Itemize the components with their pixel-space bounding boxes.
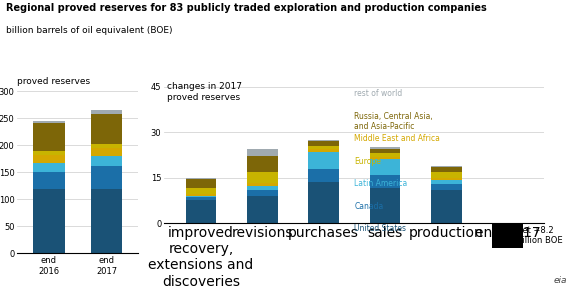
Bar	[431, 184, 461, 190]
Bar	[431, 180, 461, 184]
Bar	[247, 196, 278, 223]
Text: net +8.2
billion BOE: net +8.2 billion BOE	[517, 226, 562, 245]
Text: United States: United States	[354, 224, 406, 233]
Bar	[91, 156, 122, 166]
Bar	[185, 188, 216, 194]
Bar	[431, 178, 461, 180]
Bar	[185, 178, 216, 179]
Text: Latin America: Latin America	[354, 179, 407, 188]
Bar	[33, 155, 65, 163]
Bar	[247, 186, 278, 190]
Text: Europe: Europe	[354, 157, 381, 166]
Text: eia: eia	[554, 276, 567, 285]
Bar	[308, 141, 339, 146]
Bar	[33, 189, 65, 253]
Bar	[33, 163, 65, 173]
Bar	[247, 149, 278, 156]
Bar	[370, 175, 400, 188]
Bar	[308, 140, 339, 141]
Bar	[185, 200, 216, 223]
Bar	[91, 110, 122, 114]
Bar	[247, 190, 278, 196]
Bar	[91, 189, 122, 253]
Bar	[91, 166, 122, 189]
Bar	[308, 168, 339, 182]
Bar	[370, 147, 400, 149]
Text: Russia, Central Asia,
and Asia-Pacific: Russia, Central Asia, and Asia-Pacific	[354, 112, 433, 131]
Bar	[308, 149, 339, 152]
Bar	[185, 197, 216, 200]
Bar	[431, 166, 461, 167]
Bar	[370, 157, 400, 160]
Bar	[91, 114, 122, 144]
Text: Regional proved reserves for 83 publicly traded exploration and production compa: Regional proved reserves for 83 publicly…	[6, 3, 487, 13]
Text: changes in 2017
proved reserves: changes in 2017 proved reserves	[167, 82, 242, 102]
Bar	[185, 179, 216, 188]
Bar	[185, 196, 216, 197]
Bar	[33, 151, 65, 155]
Text: proved reserves: proved reserves	[17, 77, 90, 86]
Bar	[33, 121, 65, 123]
Text: Canada: Canada	[354, 202, 384, 211]
Bar	[91, 144, 122, 148]
Bar	[492, 223, 523, 248]
Bar	[33, 123, 65, 151]
Bar	[370, 160, 400, 175]
Bar	[247, 183, 278, 186]
Bar	[308, 146, 339, 149]
Bar	[431, 167, 461, 172]
Bar	[308, 152, 339, 168]
Bar	[370, 149, 400, 154]
Bar	[247, 156, 278, 172]
Bar	[185, 194, 216, 196]
Bar	[33, 173, 65, 189]
Bar	[308, 182, 339, 223]
Bar	[247, 172, 278, 183]
Bar	[431, 172, 461, 178]
Bar	[370, 154, 400, 157]
Bar	[91, 148, 122, 156]
Text: billion barrels of oil equivalent (BOE): billion barrels of oil equivalent (BOE)	[6, 26, 172, 35]
Text: rest of world: rest of world	[354, 89, 403, 98]
Text: Middle East and Africa: Middle East and Africa	[354, 134, 440, 143]
Bar	[431, 190, 461, 223]
Bar	[370, 188, 400, 223]
